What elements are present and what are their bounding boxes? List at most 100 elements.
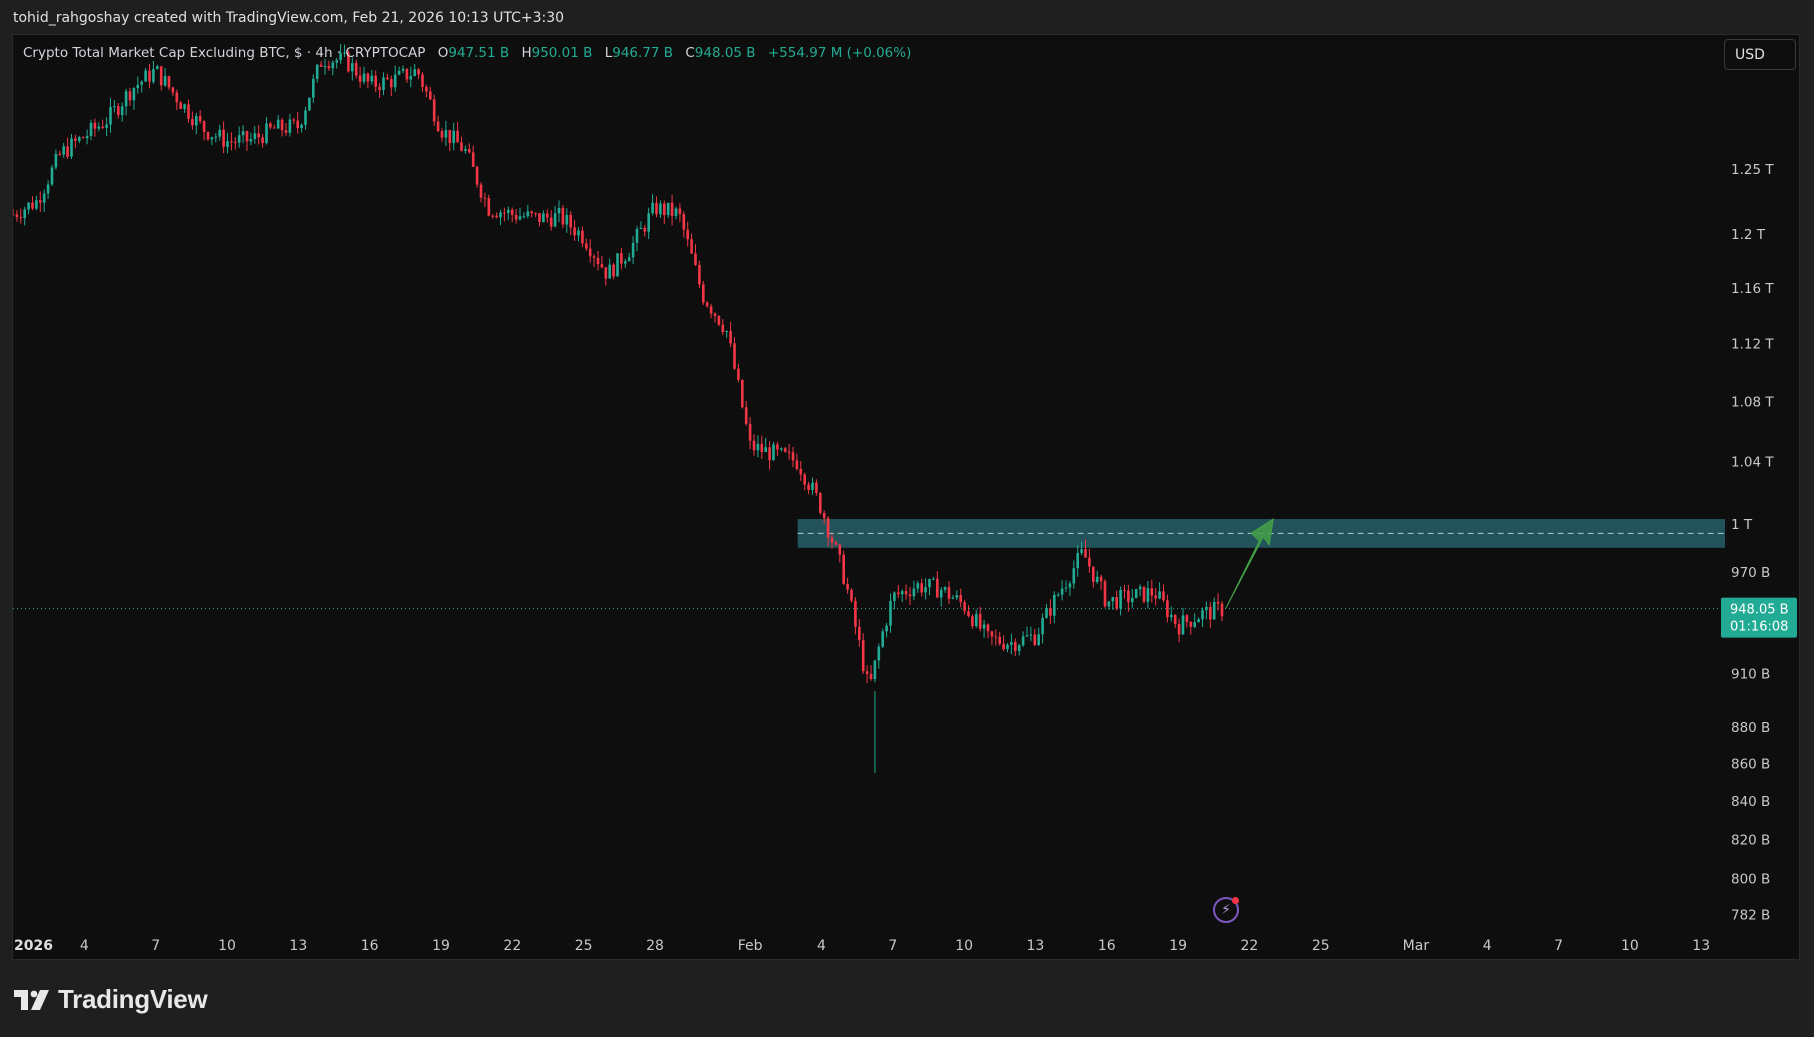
candle-body: [265, 123, 268, 144]
candle-body: [54, 153, 58, 168]
candle-body: [249, 138, 253, 142]
candle-body: [210, 137, 214, 140]
candle-body: [581, 230, 584, 244]
candle-body: [89, 122, 93, 136]
candle-body: [733, 343, 736, 369]
candle-body: [148, 70, 151, 82]
candle-body: [1088, 557, 1091, 567]
candle-body: [694, 253, 697, 265]
lightning-icon[interactable]: ⚡: [1213, 897, 1239, 923]
candle-body: [15, 214, 19, 217]
candle-body: [245, 131, 249, 142]
candle-body: [908, 594, 912, 597]
candle-body: [565, 214, 569, 225]
candle-body: [834, 542, 838, 545]
candle-body: [230, 141, 233, 143]
candle-body: [276, 119, 280, 129]
candle-body: [1056, 594, 1060, 596]
candle-body: [678, 208, 682, 215]
candle-body: [206, 132, 210, 140]
candle-body: [261, 137, 264, 144]
time-axis-label: 2026: [14, 938, 53, 954]
candle-body: [187, 104, 190, 119]
candle-body: [1049, 608, 1052, 616]
candle-body: [760, 443, 764, 452]
candle-body: [1123, 589, 1126, 591]
time-axis-label: 10: [955, 938, 973, 954]
candle-body: [105, 124, 108, 128]
candle-body: [819, 492, 822, 513]
candle-body: [393, 74, 397, 88]
candle-body: [741, 379, 744, 408]
candle-body: [1146, 588, 1150, 602]
candle-body: [273, 127, 276, 129]
candle-body: [869, 673, 873, 680]
candle-body: [1119, 589, 1122, 609]
candle-body: [1095, 576, 1099, 582]
candle-body: [152, 69, 155, 82]
candle-body: [253, 133, 257, 139]
candle-body: [409, 75, 413, 80]
candle-body: [456, 130, 459, 143]
candle-body: [479, 184, 483, 198]
candle-body: [924, 587, 927, 593]
candle-body: [822, 512, 826, 519]
candle-body: [624, 261, 627, 264]
candle-body: [604, 267, 608, 279]
candle-body: [417, 69, 420, 75]
candle-body: [179, 102, 182, 110]
candle-body: [549, 217, 553, 227]
candle-body: [1037, 634, 1040, 645]
price-axis-label: 820 B: [1731, 832, 1770, 848]
candle-body: [585, 243, 588, 249]
candle-body: [191, 118, 194, 126]
candle-body: [963, 602, 966, 612]
candle-body: [577, 230, 580, 236]
tradingview-logo[interactable]: TradingView: [14, 984, 208, 1015]
candle-body: [756, 443, 760, 451]
candle-body: [432, 99, 436, 122]
candle-body: [1212, 601, 1216, 620]
candle-body: [378, 86, 381, 91]
candle-body: [682, 214, 686, 230]
time-axis-label: 16: [361, 938, 379, 954]
candle-body: [421, 74, 424, 87]
candle-body: [783, 448, 787, 452]
candle-body: [592, 256, 596, 258]
candle-body: [752, 440, 756, 451]
candle-body: [62, 146, 65, 155]
time-axis-label: 19: [432, 938, 450, 954]
currency-button[interactable]: USD: [1724, 39, 1796, 70]
candlestick-chart[interactable]: 1.25 T 1.2 T 1.16 T 1.12 T 1.08 T 1.04 T 1 T 97…: [13, 35, 1799, 959]
candle-body: [13, 214, 15, 216]
candle-body: [491, 215, 494, 217]
candle-body: [510, 209, 514, 215]
candle-body: [530, 211, 533, 214]
candle-body: [124, 91, 128, 107]
candle-body: [1220, 603, 1224, 617]
candle-body: [877, 646, 881, 661]
candle-body: [218, 129, 221, 137]
candle-body: [499, 212, 502, 218]
candle-body: [596, 257, 600, 265]
candle-body: [308, 97, 311, 111]
candle-body: [1115, 596, 1118, 609]
candle-body: [717, 315, 721, 325]
candle-body: [1162, 591, 1165, 601]
candle-body: [347, 52, 350, 72]
candle-body: [627, 257, 631, 262]
symbol-title[interactable]: Crypto Total Market Cap Excluding BTC, $…: [23, 45, 426, 61]
time-axis-label: 7: [1554, 938, 1563, 954]
candle-body: [1205, 606, 1208, 611]
candle-body: [358, 75, 362, 82]
candle-body: [811, 482, 814, 490]
candle-body: [390, 79, 393, 88]
candle-body: [503, 212, 506, 214]
candle-body: [959, 595, 962, 603]
candle-body: [830, 537, 834, 543]
candle-body: [932, 578, 935, 580]
chart-pane[interactable]: 1.25 T 1.2 T 1.16 T 1.12 T 1.08 T 1.04 T 1 T 97…: [12, 34, 1800, 960]
price-axis-label: 1.12 T: [1731, 337, 1774, 353]
candle-body: [327, 65, 331, 69]
candle-body: [975, 613, 978, 627]
